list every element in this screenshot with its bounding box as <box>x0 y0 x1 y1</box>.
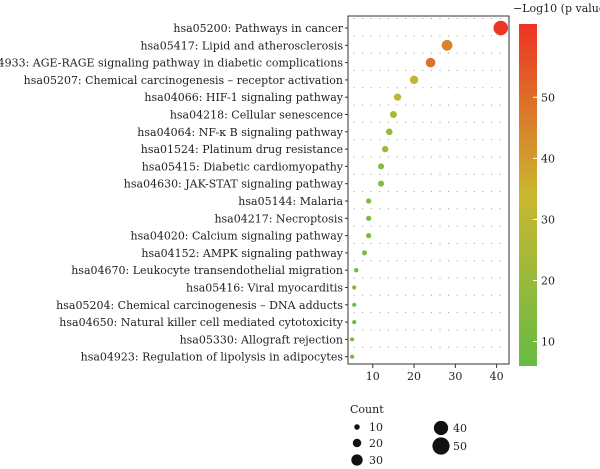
size-legend-dot <box>352 438 362 448</box>
bubble-point <box>352 302 357 307</box>
bubble-point <box>389 111 397 118</box>
bubble-point <box>362 250 367 256</box>
pathway-label: hsa04152: AMPK signaling pathway <box>141 247 343 260</box>
pathway-label: hsa04064: NF-κ B signaling pathway <box>137 126 343 139</box>
color-bar-label: 30 <box>541 213 555 226</box>
size-legend-label: 20 <box>369 437 383 450</box>
bubble-point <box>354 268 359 273</box>
bubble-point <box>352 285 357 290</box>
color-bar-label: 50 <box>541 91 555 104</box>
x-tick-label: 40 <box>490 370 504 383</box>
pathway-label: hsa04630: JAK-STAT signaling pathway <box>124 178 344 191</box>
size-legend-dot <box>432 437 450 455</box>
pathway-label: hsa05200: Pathways in cancer <box>173 22 343 35</box>
size-legend-dot <box>433 420 449 436</box>
pathway-label: hsa05417: Lipid and atherosclerosis <box>140 39 343 52</box>
bubble-layer <box>350 20 509 359</box>
pathway-label: hsa04650: Natural killer cell mediated c… <box>59 316 343 329</box>
pathway-label: hsa04066: HIF-1 signaling pathway <box>144 91 343 104</box>
pathway-labels: hsa05200: Pathways in cancer hsa05417: Li… <box>0 22 348 364</box>
bubble-point <box>352 320 357 325</box>
color-bar-label: 40 <box>541 152 555 165</box>
x-tick-label: 10 <box>366 370 380 383</box>
size-legend-dot <box>351 454 363 466</box>
bubble-point <box>385 128 393 136</box>
pathway-label: hsa04923: Regulation of lipolysis in adi… <box>81 351 344 364</box>
color-legend: −Log10 (p value) 10 20 30 40 50 <box>513 2 600 366</box>
bubble-point <box>493 20 509 36</box>
size-legend-label: 40 <box>453 422 467 435</box>
bubble-point <box>366 215 372 221</box>
bubble-point <box>366 198 372 204</box>
bubble-point <box>409 75 419 85</box>
plot-frame <box>347 15 510 365</box>
bubble-point <box>381 145 389 153</box>
bubble-point <box>366 232 372 239</box>
pathway-label: hsa04217: Necroptosis <box>214 212 343 225</box>
pathway-label: hsa01524: Platinum drug resistance <box>141 143 343 156</box>
pathway-label: hsa04933: AGE-RAGE signaling pathway in … <box>0 57 343 70</box>
bubble-point <box>350 337 355 342</box>
pathway-label: hsa05416: Viral myocarditis <box>186 282 343 295</box>
size-legend-title: Count <box>350 403 384 416</box>
size-legend-label: 50 <box>453 440 467 453</box>
size-legend: Count 10 20 30 40 50 <box>350 403 467 467</box>
pathway-label: hsa04670: Leukocyte transendothelial mig… <box>71 264 343 277</box>
pathway-label: hsa04218: Cellular senescence <box>170 109 343 122</box>
size-legend-label: 30 <box>369 454 383 467</box>
pathway-label: hsa05330: Allograft rejection <box>180 333 343 346</box>
x-tick-label: 20 <box>407 370 421 383</box>
bubble-point <box>441 39 453 51</box>
pathway-label: hsa04020: Calcium signaling pathway <box>131 230 344 243</box>
size-legend-dot <box>354 424 360 430</box>
x-axis: 10 20 30 40 <box>366 364 504 383</box>
pathway-label: hsa05207: Chemical carcinogenesis – rece… <box>24 74 343 87</box>
x-tick-label: 30 <box>448 370 462 383</box>
bubble-point <box>393 93 402 101</box>
pathway-label: hsa05415: Diabetic cardiomyopathy <box>142 160 344 173</box>
color-bar-label: 10 <box>541 336 555 349</box>
pathway-label: hsa05144: Malaria <box>238 195 343 208</box>
color-bar-label: 20 <box>541 275 555 288</box>
color-bar <box>519 24 537 366</box>
grid-layer <box>347 15 510 365</box>
size-legend-label: 10 <box>369 421 383 434</box>
bubble-point <box>425 57 436 68</box>
bubble-point <box>350 354 355 359</box>
color-legend-title: −Log10 (p value) <box>513 2 600 15</box>
bubble-point <box>377 180 385 187</box>
pathway-label: hsa05204: Chemical carcinogenesis – DNA … <box>56 299 343 312</box>
bubble-point <box>377 163 385 170</box>
